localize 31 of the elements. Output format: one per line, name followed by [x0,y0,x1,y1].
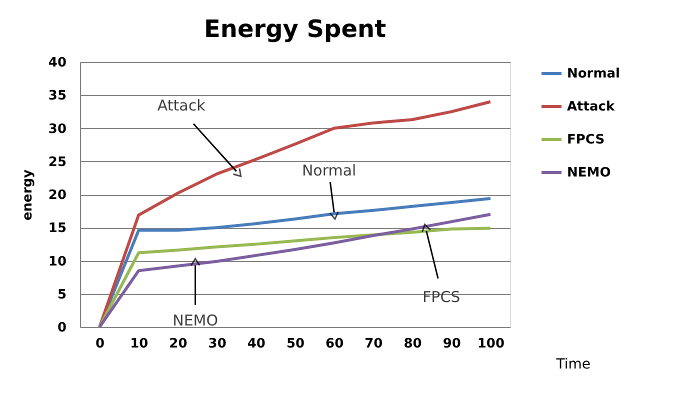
y-tick-label: 25 [48,154,66,170]
y-tick-label: 15 [48,221,66,236]
y-tick-label: 30 [48,122,66,137]
x-tick-label: 10 [130,336,148,352]
x-tick-label: 80 [404,336,422,352]
line-series [98,100,492,328]
annotation: NEMO [172,311,218,330]
y-tick-label: 5 [57,287,66,302]
legend-label: Normal [567,66,620,82]
y-tick-label: 40 [48,56,66,70]
x-tick-label: 70 [364,336,383,352]
x-tick-label: 60 [326,336,344,352]
y-tick-label: 0 [57,320,66,336]
x-axis-title: Time [555,356,590,372]
x-tick-label: 40 [247,336,266,352]
chart-title: Energy Spent [204,15,386,43]
annotation: Attack [157,96,206,114]
y-axis-title: energy [20,168,36,221]
x-tick-label: 50 [286,336,305,352]
legend-label: FPCS [567,132,605,148]
x-tick-label: 90 [442,336,461,352]
legend-label: NEMO [567,166,611,180]
y-tick-label: 35 [48,88,66,104]
y-tick-label: 10 [48,254,66,270]
x-tick-label: 30 [208,336,226,352]
x-tick-label: 20 [169,336,188,352]
annotation: Normal [302,161,356,180]
y-tick-label: 20 [48,188,66,203]
x-tick-label: 100 [477,336,505,352]
x-tick-label: 0 [96,336,105,352]
legend-label: Attack [567,100,615,114]
